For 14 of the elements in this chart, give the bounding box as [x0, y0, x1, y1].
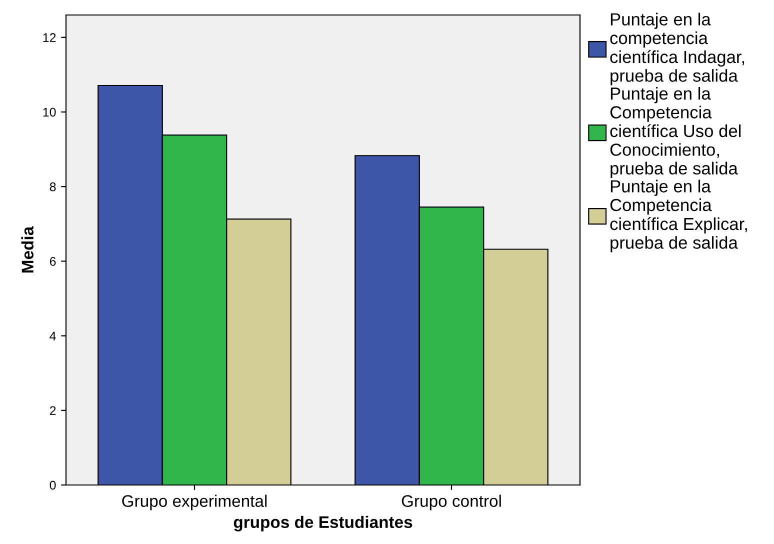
y-tick-label: 2 [50, 406, 56, 415]
y-tick-label: 0 [50, 480, 56, 490]
y-tick-label: 6 [50, 256, 56, 266]
y-tick-label: 10 [43, 108, 56, 117]
legend-label: Puntaje en la competencia científica Indagar, prueba de salida [610, 12, 744, 86]
x-tick-label: Grupo control [402, 494, 501, 510]
legend-label: Puntaje en la Competencia científica Explicar, prueba de salida [610, 180, 747, 252]
y-tick-label: 8 [50, 182, 56, 192]
x-axis-title: grupos de Estudiantes [234, 516, 412, 532]
y-tick-label: 12 [43, 33, 56, 42]
x-tick-label: Grupo experimental [122, 494, 267, 510]
legend-label: Puntaje en la Competencia científica Uso del Conocimiento, prueba de salida [610, 87, 741, 178]
y-tick-label: 4 [50, 332, 56, 340]
y-axis-title: Media [21, 226, 34, 272]
